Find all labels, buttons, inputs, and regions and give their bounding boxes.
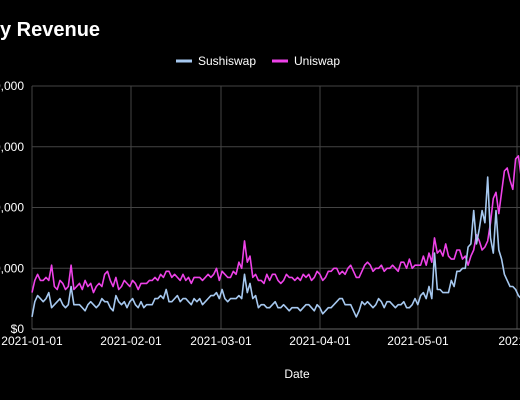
series-line-sushiswap [31,176,520,318]
x-tick-label: 2021-02-01 [100,334,162,348]
chart-title: y Revenue [0,19,100,41]
x-axis: 2021-01-01 2021-02-01 2021-03-01 2021-04-01… [1,334,520,348]
legend-item-sushiswap[interactable]: Sushiswap [176,54,256,68]
legend-label-uniswap: Uniswap [294,54,340,68]
y-axis: $0 0,000 0,000 0,000 0,000 [0,79,24,336]
y-tick-label: $0 [11,322,25,336]
x-tick-label: 2021-04-01 [289,334,351,348]
x-tick-label: 2021-01-01 [1,334,63,348]
legend-item-uniswap[interactable]: Uniswap [272,54,340,68]
x-tick-label: 2021-0 [498,334,520,348]
y-tick-label: 0,000 [0,140,24,154]
y-tick-label: 0,000 [0,201,24,215]
legend-label-sushiswap: Sushiswap [198,54,256,68]
x-tick-label: 2021-03-01 [190,334,252,348]
y-tick-label: 0,000 [0,79,24,93]
series-line-uniswap [31,155,520,294]
x-axis-label: Date [284,367,310,381]
legend: Sushiswap Uniswap [176,54,340,68]
series-layer [31,155,520,318]
y-tick-label: 0,000 [0,261,24,275]
grid [31,85,520,330]
x-tick-label: 2021-05-01 [387,334,449,348]
